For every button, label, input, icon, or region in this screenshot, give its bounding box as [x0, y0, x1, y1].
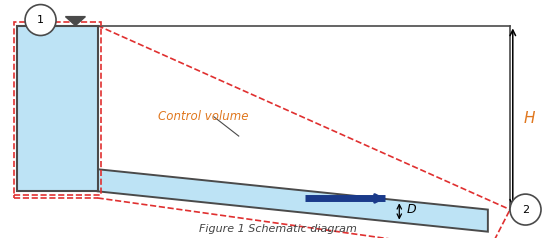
Text: 1: 1: [37, 15, 44, 25]
Bar: [14, 22, 101, 195]
Polygon shape: [65, 16, 85, 26]
Circle shape: [25, 5, 56, 36]
Text: Figure 1 Schematic diagram: Figure 1 Schematic diagram: [199, 224, 356, 234]
Polygon shape: [98, 169, 488, 232]
Bar: [17, 26, 98, 191]
Text: $D$: $D$: [406, 203, 417, 216]
Text: 2: 2: [522, 205, 529, 215]
Circle shape: [510, 194, 541, 225]
Text: $H$: $H$: [523, 109, 536, 125]
Text: Control volume: Control volume: [159, 110, 249, 123]
